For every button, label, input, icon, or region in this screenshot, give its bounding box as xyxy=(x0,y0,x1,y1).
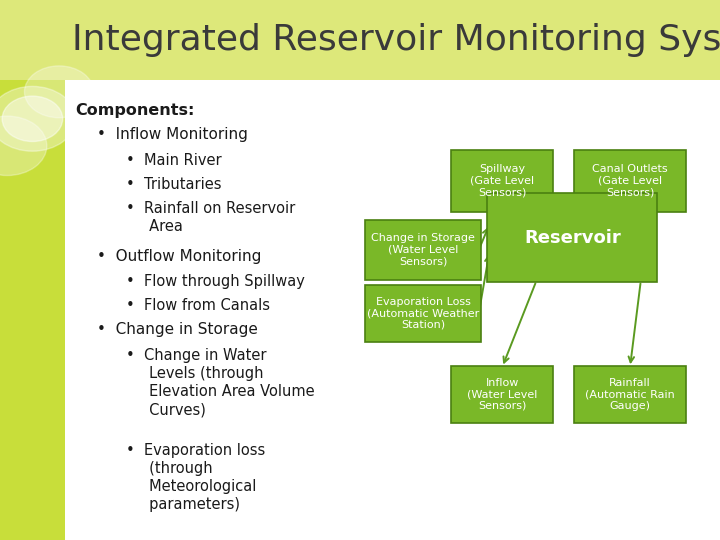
Text: •  Change in Water
     Levels (through
     Elevation Area Volume
     Curves): • Change in Water Levels (through Elevat… xyxy=(126,348,315,417)
Text: •  Inflow Monitoring: • Inflow Monitoring xyxy=(97,127,248,142)
FancyBboxPatch shape xyxy=(574,366,686,423)
FancyBboxPatch shape xyxy=(574,150,686,212)
Text: •  Flow through Spillway: • Flow through Spillway xyxy=(126,274,305,289)
Circle shape xyxy=(0,86,76,151)
Text: Components:: Components: xyxy=(76,103,195,118)
Circle shape xyxy=(24,66,94,118)
FancyBboxPatch shape xyxy=(365,285,481,342)
Text: •  Tributaries: • Tributaries xyxy=(126,177,222,192)
Circle shape xyxy=(0,116,47,176)
FancyBboxPatch shape xyxy=(365,220,481,280)
Text: •  Main River: • Main River xyxy=(126,153,222,168)
Text: •  Rainfall on Reservoir
     Area: • Rainfall on Reservoir Area xyxy=(126,201,295,234)
FancyBboxPatch shape xyxy=(487,193,657,282)
Text: Change in Storage
(Water Level
Sensors): Change in Storage (Water Level Sensors) xyxy=(371,233,475,266)
Text: Reservoir: Reservoir xyxy=(524,228,621,247)
FancyBboxPatch shape xyxy=(451,366,553,423)
Text: Inflow
(Water Level
Sensors): Inflow (Water Level Sensors) xyxy=(467,377,537,411)
Circle shape xyxy=(2,96,63,141)
Text: •  Outflow Monitoring: • Outflow Monitoring xyxy=(97,248,261,264)
Text: Integrated Reservoir Monitoring System: Integrated Reservoir Monitoring System xyxy=(72,23,720,57)
FancyBboxPatch shape xyxy=(451,150,553,212)
Text: Evaporation Loss
(Automatic Weather
Station): Evaporation Loss (Automatic Weather Stat… xyxy=(367,296,479,330)
Text: •  Change in Storage: • Change in Storage xyxy=(97,322,258,337)
Text: •  Flow from Canals: • Flow from Canals xyxy=(126,298,270,313)
Bar xyxy=(0,0,720,80)
Text: Canal Outlets
(Gate Level
Sensors): Canal Outlets (Gate Level Sensors) xyxy=(592,164,668,198)
Text: Rainfall
(Automatic Rain
Gauge): Rainfall (Automatic Rain Gauge) xyxy=(585,377,675,411)
Text: Spillway
(Gate Level
Sensors): Spillway (Gate Level Sensors) xyxy=(470,164,534,198)
Bar xyxy=(0,0,65,540)
Text: •  Evaporation loss
     (through
     Meteorological
     parameters): • Evaporation loss (through Meteorologic… xyxy=(126,443,265,512)
